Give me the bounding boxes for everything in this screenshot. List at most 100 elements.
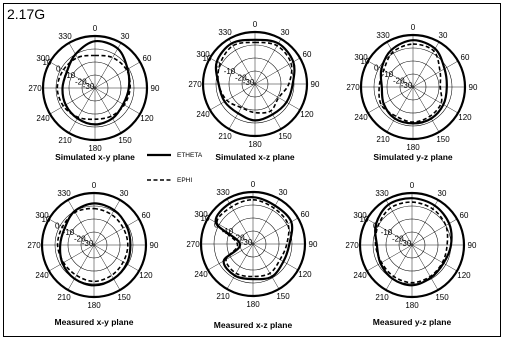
radial-tick-label: -20 [392,235,404,244]
angle-tick-label: 300 [354,53,368,62]
angle-tick-label: 120 [140,114,154,123]
angle-tick-label: 210 [58,136,72,145]
grid-spoke [367,86,414,114]
angle-tick-label: 330 [216,188,230,197]
radial-tick-label: 0 [55,222,60,231]
radial-tick-label: 10 [201,214,210,223]
grid-spoke [93,244,140,272]
grid-spoke [94,87,141,115]
angle-tick-label: 300 [353,211,367,220]
grid-spoke [93,244,121,291]
angle-tick-label: 150 [117,293,131,302]
angle-tick-label: 150 [118,136,132,145]
angle-tick-label: 90 [468,241,477,250]
radial-tick-label: -10 [63,228,75,237]
radial-tick-label: 0 [56,65,61,74]
angle-tick-label: 150 [276,292,290,301]
angle-tick-label: 30 [438,189,447,198]
angle-tick-label: 0 [251,180,256,189]
angle-tick-label: 60 [143,54,152,63]
subplot-title: Measured y-z plane [373,317,452,327]
radial-tick-label: -10 [382,70,394,79]
polar-plot: 0306090120150180210240270300330100-10-20… [188,20,320,162]
grid-spoke [94,61,141,89]
grid-spoke [209,83,256,111]
angle-tick-label: 90 [150,241,159,250]
angle-tick-label: 150 [278,132,292,141]
radial-tick-label: -20 [235,74,247,83]
angle-tick-label: 330 [57,189,71,198]
angle-tick-label: 180 [88,144,102,153]
angle-tick-label: 240 [354,113,368,122]
grid-spoke [367,60,414,88]
angle-tick-label: 90 [469,83,478,92]
angle-tick-label: 90 [309,240,318,249]
radial-tick-label: 0 [216,61,221,70]
angle-tick-label: 30 [121,32,130,41]
angle-tick-label: 180 [406,143,420,152]
figure-frame [3,3,501,337]
angle-tick-label: 30 [281,28,290,37]
grid-spoke [228,83,256,130]
grid-spoke [226,243,254,290]
grid-spoke [254,83,282,130]
legend-etheta: ETHETA [147,152,203,159]
grid-spoke [49,61,96,89]
radial-tick-label: -10 [224,67,236,76]
radial-tick-label: -30 [241,238,253,247]
grid-spoke [93,218,140,246]
grid-spoke [252,243,299,271]
frequency-label: 2.17G [7,6,46,22]
angle-tick-label: 0 [411,23,416,32]
angle-tick-label: 330 [375,189,389,198]
ephi-curve [56,207,129,283]
angle-tick-label: 60 [142,211,151,220]
angle-tick-label: 270 [346,83,360,92]
etheta-curve [374,197,453,287]
angle-tick-label: 120 [457,271,471,280]
polar-plot: 0306090120150180210240270300330100-10-20… [345,181,477,327]
angle-tick-label: 0 [410,181,415,190]
angle-tick-label: 210 [57,293,71,302]
polar-plot: 0306090120150180210240270300330100-10-20… [27,181,159,327]
legend-ephi: EPHI [147,177,192,184]
angle-tick-label: 330 [218,28,232,37]
angle-tick-label: 120 [139,271,153,280]
radial-tick-label: -10 [222,227,234,236]
grid-spoke [366,218,413,246]
grid-spoke [412,60,459,88]
angle-tick-label: 180 [405,301,419,310]
radial-tick-label: -30 [243,78,255,87]
angle-tick-label: 90 [311,80,320,89]
subplot-title: Simulated x-z plane [215,152,295,162]
radial-tick-label: -30 [83,82,95,91]
radial-tick-label: 10 [361,57,370,66]
angle-tick-label: 210 [216,292,230,301]
grid-spoke [411,199,439,246]
angle-tick-label: 270 [27,241,41,250]
grid-spoke [207,243,254,271]
radial-tick-label: -20 [75,78,87,87]
angle-tick-label: 90 [151,84,160,93]
grid-spoke [67,199,95,246]
grid-spoke [254,38,282,85]
grid-spoke [94,42,122,89]
grid-spoke [67,244,95,291]
angle-tick-label: 330 [376,31,390,40]
angle-tick-label: 240 [35,271,49,280]
angle-tick-label: 150 [436,135,450,144]
legend-solid-label: ETHETA [177,152,203,159]
radial-tick-label: -20 [74,235,86,244]
grid-spoke [48,244,95,272]
angle-tick-label: 0 [253,20,258,29]
angle-tick-label: 30 [279,188,288,197]
subplot-title: Measured x-y plane [55,317,134,327]
polar-plot: 0306090120150180210240270300330100-10-20… [28,24,160,162]
angle-tick-label: 0 [93,24,98,33]
angle-tick-label: 240 [36,114,50,123]
grid-spoke [93,199,121,246]
angle-tick-label: 180 [246,300,260,309]
grid-spoke [411,244,458,272]
